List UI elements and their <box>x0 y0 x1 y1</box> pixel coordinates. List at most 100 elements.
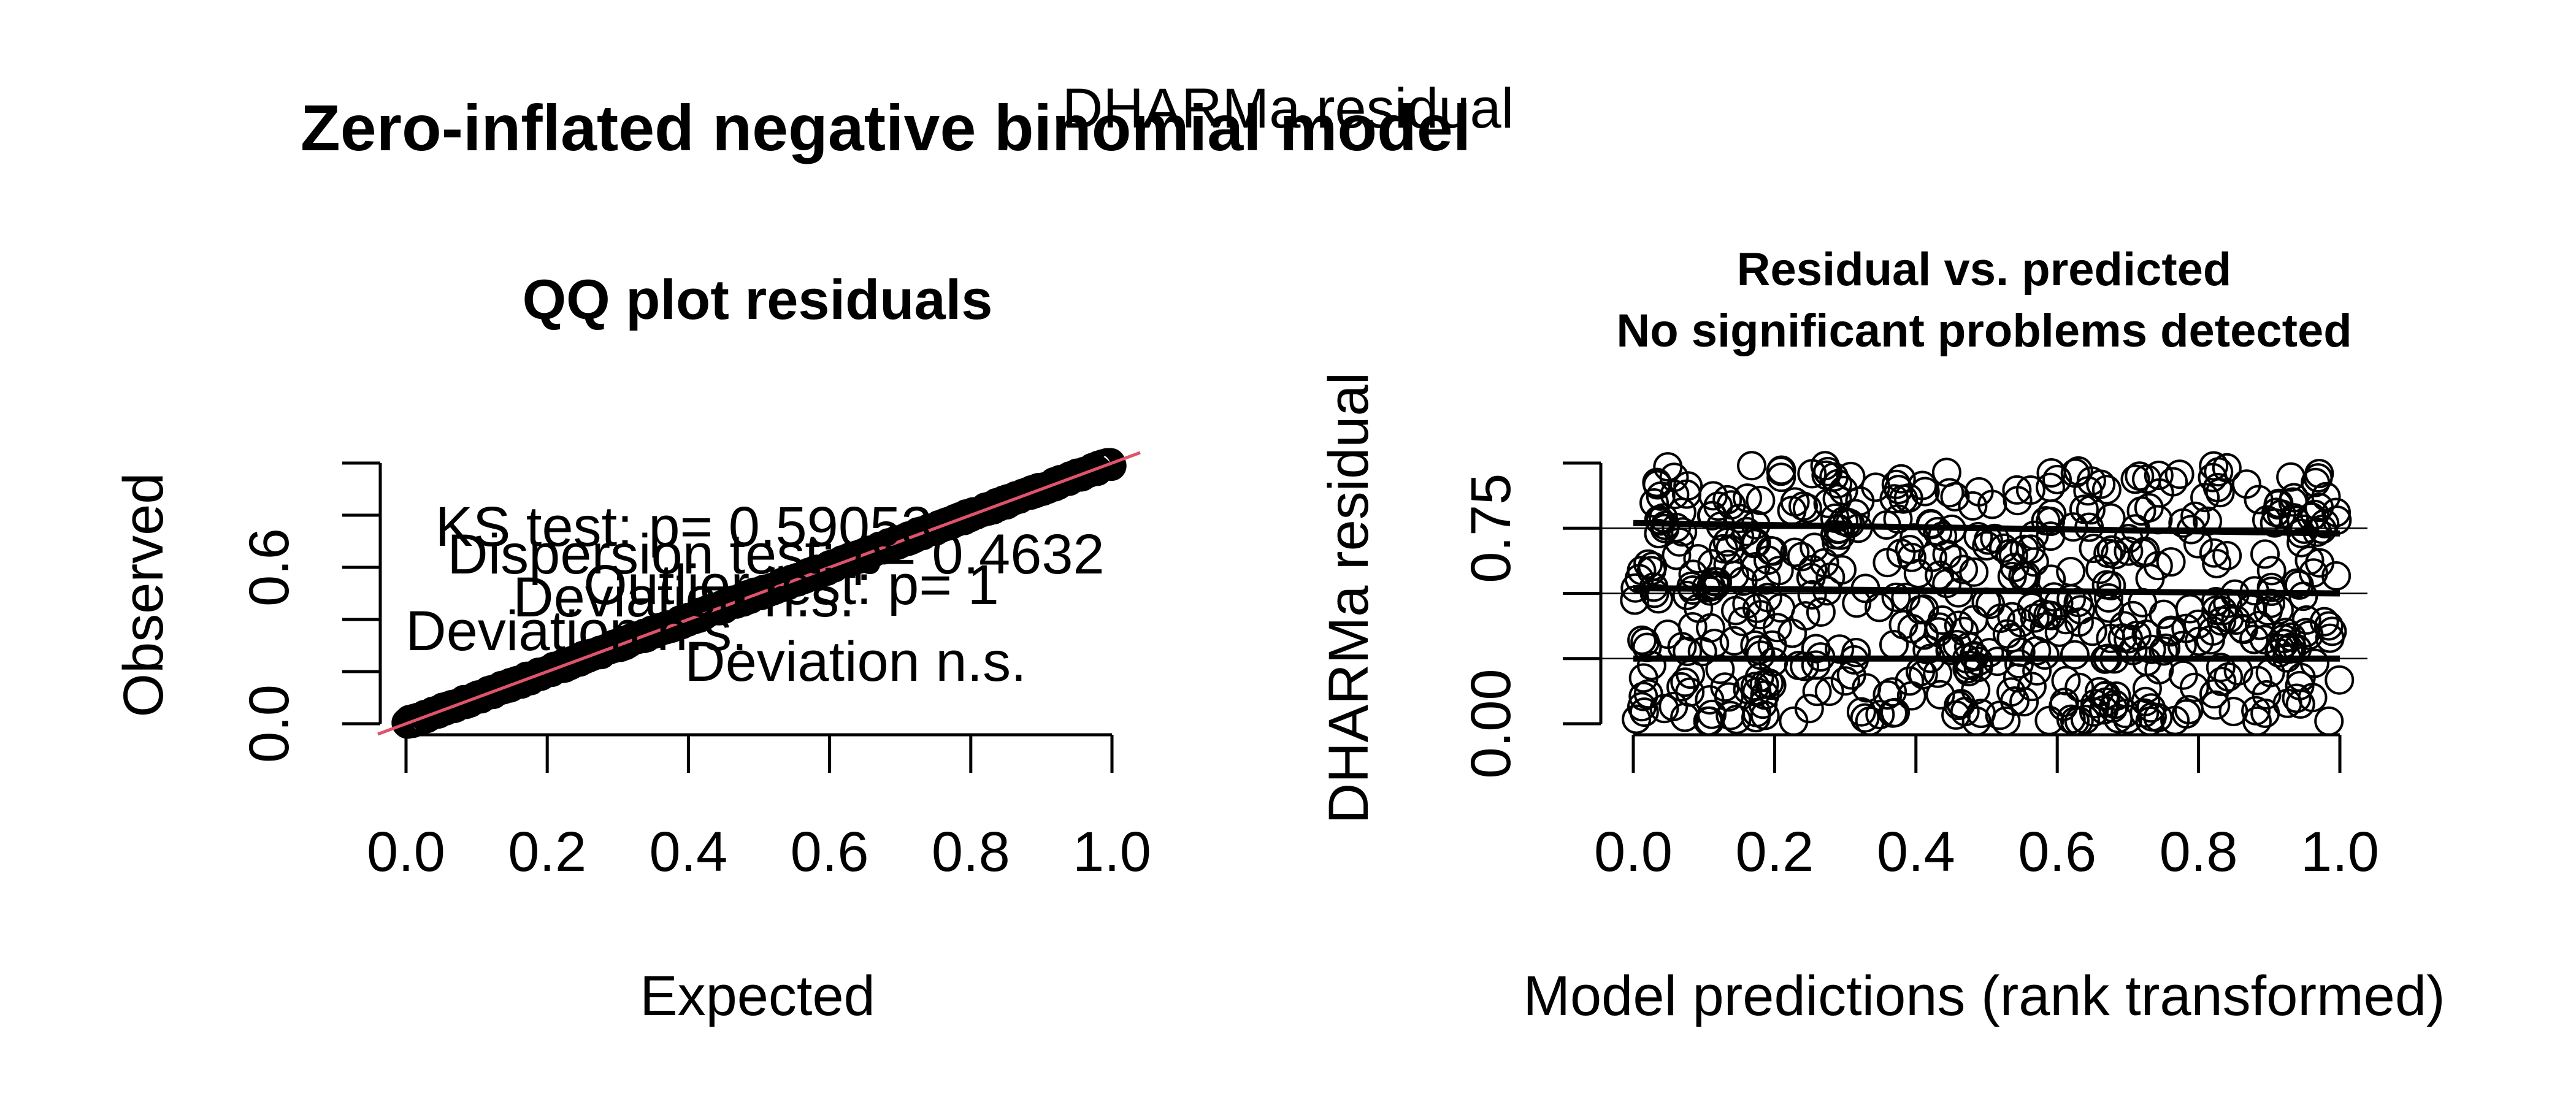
rv-point <box>1750 700 1780 730</box>
rv-point <box>2076 466 2106 496</box>
rv-point <box>1653 452 1683 482</box>
outlier-test-annotation: Outlier test: p= 1 <box>583 554 999 616</box>
rv-point <box>2231 469 2261 499</box>
rv-point <box>1740 672 1770 702</box>
rv-plot-title: Residual vs. predicted <box>1737 243 2232 296</box>
rv-point <box>1995 539 2025 569</box>
ks-test-annotation: KS test: p= 0.59053 <box>435 496 933 558</box>
rv-point <box>2076 495 2106 525</box>
rv-point <box>1878 698 1907 728</box>
rv-point <box>2132 464 2161 494</box>
dispersion-deviation-annotation: Deviation n.s. <box>405 600 747 662</box>
rv-point <box>2202 473 2233 502</box>
rv-point <box>1893 483 1923 513</box>
rv-point <box>1925 680 1955 710</box>
figure-overlay-title: DHARMa residual <box>1062 77 1514 140</box>
rv-point <box>1846 697 1876 727</box>
rv-point <box>1728 607 1758 637</box>
rv-point <box>2120 464 2150 494</box>
rv-point <box>2091 475 2122 505</box>
rv-quantile-line <box>1633 585 2340 597</box>
rv-point <box>1713 550 1743 580</box>
qq-x-tick-label: 0.0 <box>367 821 445 883</box>
rv-point <box>2144 461 2174 490</box>
rv-point <box>2080 689 2110 719</box>
rv-point <box>1733 483 1762 513</box>
rv-point <box>1959 557 1989 587</box>
rv-point <box>1622 704 1652 734</box>
rv-point <box>1819 462 1849 492</box>
rv-point <box>2090 681 2120 711</box>
rv-point <box>1737 451 1766 481</box>
rv-point <box>1741 528 1771 558</box>
rv-point <box>1627 556 1657 586</box>
rv-point <box>2002 475 2032 505</box>
rv-y-tick-label: 0.75 <box>1460 473 1522 583</box>
rv-point <box>1712 485 1742 515</box>
rv-point <box>1766 462 1796 493</box>
rv-point <box>1662 513 1692 542</box>
rv-point <box>1639 578 1669 608</box>
rv-point <box>2298 683 2328 713</box>
rv-point <box>2287 527 2317 558</box>
rv-point <box>2199 451 2229 481</box>
rv-point <box>1997 602 2027 632</box>
rv-point <box>1710 672 1740 702</box>
rv-point <box>2195 625 2225 655</box>
ks-deviation-annotation: Deviation n.s. <box>513 566 854 629</box>
rv-quantile-lines <box>1633 519 2340 662</box>
rv-point <box>2096 535 2126 565</box>
rv-point <box>1766 455 1796 485</box>
rv-point <box>1633 549 1663 579</box>
rv-point <box>2304 493 2334 523</box>
rv-point <box>2284 570 2314 600</box>
rv-point <box>1780 537 1810 567</box>
rv-point <box>1833 507 1862 537</box>
rv-point <box>1629 697 1659 727</box>
rv-point <box>2193 506 2223 536</box>
rv-point <box>1790 651 1820 681</box>
rv-point <box>2294 545 2325 575</box>
figure-main-title: Zero-inflated negative binomial model <box>301 92 1471 164</box>
rv-x-tick-label: 0.6 <box>2018 821 2096 883</box>
qq-x-tick-label: 0.8 <box>932 821 1010 883</box>
rv-point <box>1944 691 1974 721</box>
rv-x-tick-label: 0.2 <box>1735 821 1814 883</box>
rv-point <box>2218 697 2248 727</box>
qq-y-axis-label: Observed <box>112 473 175 718</box>
rv-point <box>1896 681 1926 711</box>
rv-point <box>1964 477 1994 507</box>
rv-point <box>1644 519 1674 548</box>
rv-point <box>2199 538 2229 568</box>
rv-point <box>1746 486 1776 515</box>
rv-point <box>2212 541 2242 570</box>
rv-point <box>2263 490 2293 520</box>
rv-point <box>1877 677 1907 707</box>
qq-y-tick-label: 0.0 <box>238 684 301 763</box>
rv-point <box>2310 508 2340 539</box>
rv-point <box>2009 687 2039 717</box>
rv-point <box>2244 485 2274 515</box>
rv-point <box>1961 675 1991 705</box>
rv-point <box>2114 536 2144 566</box>
rv-point <box>1801 634 1831 664</box>
rv-point <box>2276 462 2306 492</box>
rv-point <box>1931 458 1961 488</box>
rv-y-axis: 0.00 0.75 <box>1460 461 1603 779</box>
qq-reference-line <box>377 451 1141 736</box>
rv-point <box>1932 569 1962 599</box>
rv-point <box>1888 610 1919 640</box>
rv-point <box>1865 592 1895 623</box>
rv-point <box>1806 597 1836 627</box>
rv-point <box>2271 618 2301 648</box>
rv-point <box>1865 700 1895 730</box>
rv-point <box>2114 524 2144 554</box>
rv-point <box>1766 593 1796 623</box>
rv-point <box>2101 681 2131 711</box>
rv-point <box>1673 471 1703 501</box>
rv-point <box>2175 594 2205 624</box>
rv-point <box>2118 635 2148 665</box>
rv-point <box>2056 704 2086 734</box>
rv-point <box>2122 620 2152 650</box>
rv-point <box>2149 636 2179 666</box>
